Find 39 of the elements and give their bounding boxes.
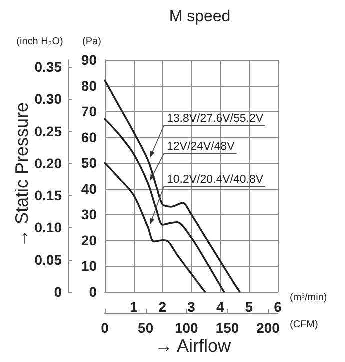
- y-tick-label: 40: [81, 180, 98, 197]
- y-tick-label: 20: [81, 232, 98, 248]
- text: 13.8V/27.6V/55.2V: [167, 113, 264, 125]
- text: → Airflow: [155, 336, 232, 356]
- y-tick-label: 60: [81, 129, 98, 146]
- y2-axis-title: (inch H₂O): [16, 36, 64, 48]
- y-tick-label: 10: [81, 258, 98, 274]
- chart-title: M speed: [169, 8, 231, 26]
- x-tick-label: 4: [216, 299, 224, 315]
- x-tick-label: 5: [245, 299, 254, 315]
- x-tick-label: 2: [158, 299, 167, 315]
- x-tick-label: 6: [274, 299, 282, 315]
- text: 10.2V/20.4V/40.8V: [167, 174, 264, 186]
- y2-tick-label: 0.35: [34, 59, 62, 76]
- text: 12V/24V/48V: [167, 141, 236, 153]
- x2-axis-title: (CFM): [290, 320, 318, 330]
- x2-tick-label: 50: [138, 320, 154, 336]
- x2-tick-label: 100: [174, 320, 199, 336]
- y-tick-label: 80: [81, 78, 98, 94]
- y2-tick-label: 0.25: [34, 123, 62, 140]
- y-tick-label: 90: [81, 52, 98, 68]
- x2-tick-label: 0: [101, 320, 110, 336]
- x2-tick-label: 150: [216, 320, 240, 336]
- x2-tick-label: 200: [256, 320, 280, 336]
- y2-tick-label: 0.15: [34, 188, 62, 204]
- y2-tick-label: 0.10: [34, 220, 62, 236]
- x-tick-label: 1: [130, 299, 138, 315]
- y-tick-label: 70: [81, 104, 98, 120]
- y-tick-label: 0: [89, 284, 98, 300]
- y2-tick-label: 0: [54, 284, 62, 300]
- y2-tick-label: 0.30: [34, 91, 62, 108]
- y2-tick-label: 0.20: [34, 155, 62, 172]
- y-tick-label: 50: [81, 155, 98, 172]
- y-axis-title: (Pa): [82, 36, 102, 48]
- x-tick-label: 3: [188, 299, 196, 315]
- text: → Static Pressure: [12, 102, 32, 248]
- y-tick-label: 30: [81, 206, 98, 223]
- y2-tick-label: 0.05: [34, 252, 62, 268]
- x-axis-title: (m³/min): [290, 292, 328, 304]
